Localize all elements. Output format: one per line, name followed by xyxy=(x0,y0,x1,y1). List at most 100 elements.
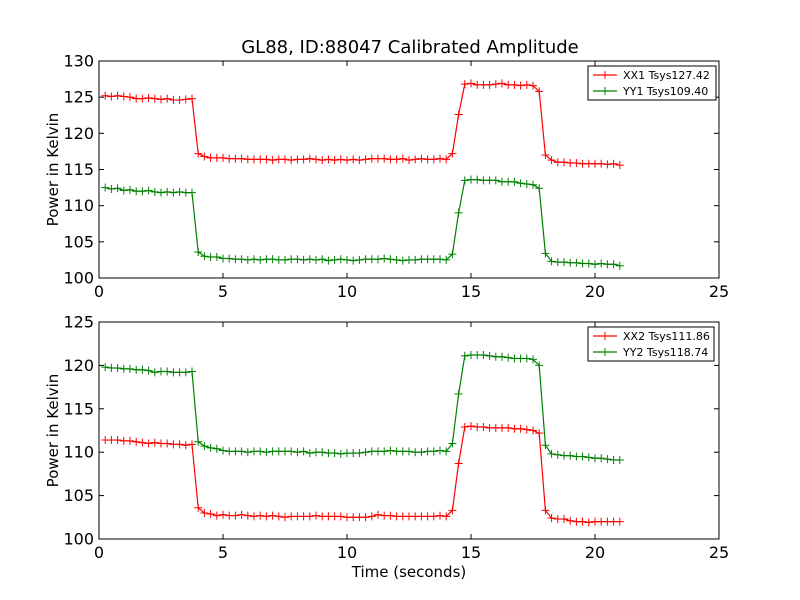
data-point xyxy=(324,155,333,164)
data-point xyxy=(367,512,376,521)
data-point xyxy=(237,154,246,163)
data-point xyxy=(578,517,587,526)
chart-title: GL88, ID:88047 Calibrated Amplitude xyxy=(241,37,579,58)
data-point xyxy=(535,361,544,370)
data-point xyxy=(522,425,531,434)
data-point xyxy=(150,368,159,377)
data-point xyxy=(330,449,339,458)
data-point xyxy=(281,255,289,264)
data-point xyxy=(336,155,345,164)
data-point xyxy=(225,254,234,263)
x-tick-label: 15 xyxy=(461,543,481,562)
legend-label: YY1 Tsys109.40 xyxy=(622,85,708,98)
y-tick-label: 125 xyxy=(63,313,94,332)
y-tick-label: 110 xyxy=(63,196,94,215)
data-point xyxy=(181,368,190,377)
x-tick-label: 0 xyxy=(94,543,104,562)
data-point xyxy=(454,390,463,399)
data-point xyxy=(553,450,562,459)
data-point xyxy=(417,154,426,163)
data-point xyxy=(113,436,122,445)
data-point xyxy=(126,364,134,373)
legend-marker xyxy=(601,71,609,79)
data-point xyxy=(243,511,252,520)
data-point xyxy=(374,510,382,519)
x-tick-label: 5 xyxy=(218,543,228,562)
data-point xyxy=(237,510,246,519)
data-point xyxy=(343,255,351,264)
series-1 xyxy=(101,79,624,170)
data-point xyxy=(460,423,469,432)
data-point xyxy=(560,515,568,524)
data-point xyxy=(473,175,482,184)
data-point xyxy=(429,512,438,521)
y-tick-label: 115 xyxy=(63,160,94,179)
data-point xyxy=(355,156,364,165)
data-point xyxy=(299,255,308,264)
y-tick-label: 120 xyxy=(63,356,94,375)
data-point xyxy=(132,437,141,446)
data-point xyxy=(380,254,389,263)
data-point xyxy=(603,455,612,464)
data-point xyxy=(398,154,407,163)
data-point xyxy=(405,447,413,456)
data-point xyxy=(268,156,277,165)
data-point xyxy=(615,161,624,170)
data-point xyxy=(157,188,165,197)
top-subplot: 0 5 10 15 20 25 100 105 110 115 120 125 130 Power in … xyxy=(44,52,729,302)
y-tick-label: 115 xyxy=(63,399,94,418)
data-point xyxy=(479,423,488,432)
data-point xyxy=(194,503,203,512)
data-point xyxy=(163,367,172,376)
data-point xyxy=(188,440,196,449)
data-point xyxy=(157,95,165,104)
data-point xyxy=(101,183,110,192)
data-point xyxy=(529,180,537,189)
x-tick-label: 5 xyxy=(218,282,228,301)
data-point xyxy=(516,179,525,188)
data-point xyxy=(584,453,593,462)
y-tick-label: 110 xyxy=(63,443,94,462)
data-point xyxy=(113,91,122,100)
data-point xyxy=(491,80,500,89)
data-point xyxy=(516,424,525,433)
data-point xyxy=(498,352,506,361)
data-point xyxy=(231,511,240,520)
legend-label: XX1 Tsys127.42 xyxy=(623,69,710,82)
x-tick-label: 20 xyxy=(585,543,605,562)
legend-entry-1: XX1 Tsys127.42 xyxy=(593,69,710,82)
data-point xyxy=(429,155,438,164)
data-point xyxy=(454,110,463,119)
series-2 xyxy=(101,350,624,465)
data-point xyxy=(460,176,469,185)
data-point xyxy=(299,155,308,164)
data-point xyxy=(603,160,612,169)
data-point xyxy=(336,449,345,458)
data-point xyxy=(460,351,469,360)
data-point xyxy=(485,80,494,89)
data-point xyxy=(374,255,382,264)
data-point xyxy=(547,257,556,266)
data-point xyxy=(256,447,265,456)
data-point xyxy=(436,154,444,163)
data-point xyxy=(119,186,128,195)
data-point xyxy=(194,247,203,256)
data-point xyxy=(138,438,147,447)
data-point xyxy=(262,155,271,164)
data-point xyxy=(609,159,618,168)
data-point xyxy=(343,156,351,165)
data-point xyxy=(113,184,122,193)
data-point xyxy=(312,155,320,164)
data-point xyxy=(169,188,178,197)
x-tick-label: 25 xyxy=(709,543,729,562)
data-point xyxy=(200,152,209,161)
data-point xyxy=(615,517,624,526)
data-point xyxy=(305,255,314,264)
x-tick-label: 0 xyxy=(94,282,104,301)
data-point xyxy=(566,451,575,460)
data-point xyxy=(312,511,320,520)
data-point xyxy=(597,159,606,168)
y-tick-label: 105 xyxy=(63,486,94,505)
data-point xyxy=(126,93,134,102)
plot-frame xyxy=(98,321,720,540)
